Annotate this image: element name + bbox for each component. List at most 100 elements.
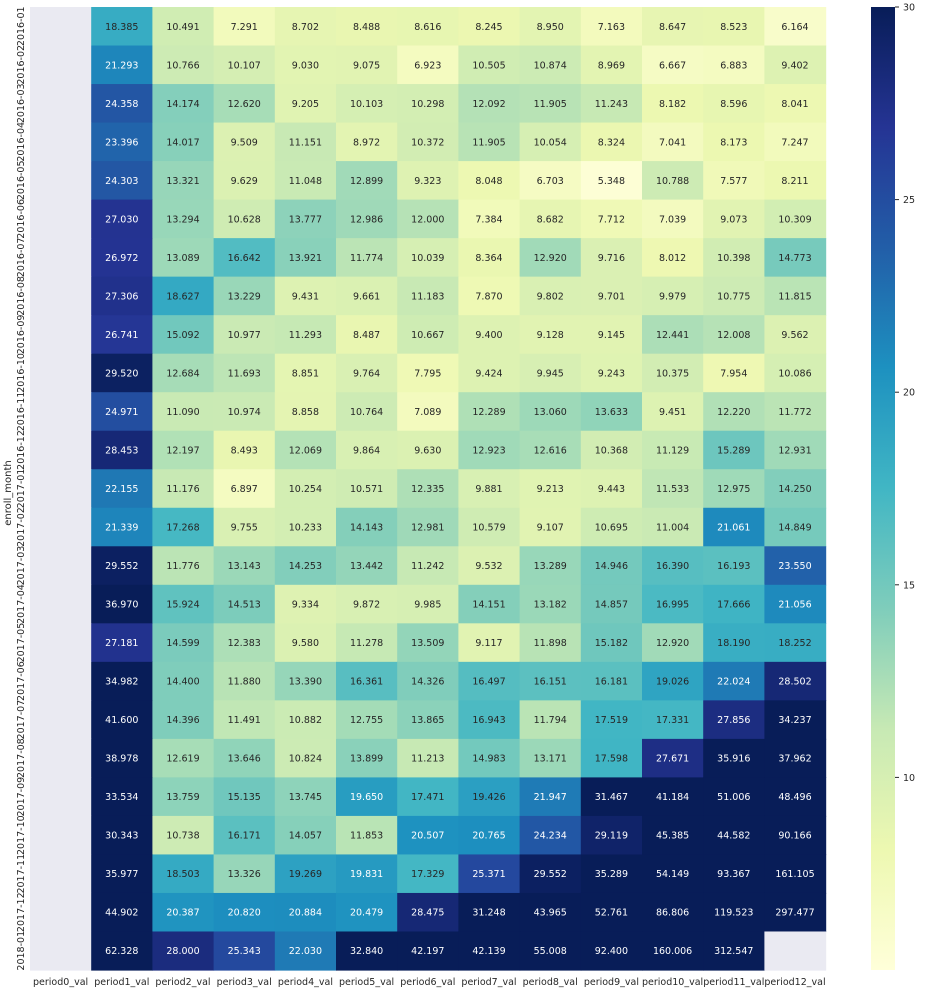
heatmap-cell xyxy=(274,315,337,355)
cell-value-label: 10.579 xyxy=(472,523,505,534)
heatmap-cell xyxy=(519,45,582,85)
heatmap-cell xyxy=(642,507,704,547)
heatmap-cell-missing xyxy=(764,931,827,971)
heatmap-cell xyxy=(397,84,459,124)
cell-value-label: 9.945 xyxy=(537,368,564,379)
heatmap-cell xyxy=(458,122,521,162)
heatmap-cell xyxy=(519,507,582,547)
y-tick-label: 2017-10 xyxy=(16,815,27,855)
heatmap-cell xyxy=(764,161,827,201)
heatmap-cell xyxy=(213,700,276,740)
heatmap-cell xyxy=(703,623,765,663)
heatmap-cell xyxy=(519,7,582,47)
heatmap-cell xyxy=(642,392,704,432)
cell-value-label: 13.509 xyxy=(411,638,444,649)
cell-value-label: 20.479 xyxy=(350,908,383,919)
cell-value-label: 24.303 xyxy=(105,176,138,187)
cell-value-label: 12.220 xyxy=(717,407,750,418)
cell-value-label: 8.182 xyxy=(659,99,686,110)
cell-value-label: 13.759 xyxy=(166,792,199,803)
heatmap-cell xyxy=(642,315,704,355)
cell-value-label: 11.774 xyxy=(350,253,383,264)
heatmap-cell xyxy=(397,892,459,933)
y-tick-label: 2017-08 xyxy=(16,738,27,778)
heatmap-cell xyxy=(642,815,704,856)
heatmap-cell xyxy=(397,623,459,663)
heatmap-cell xyxy=(336,815,398,856)
cell-value-label: 11.815 xyxy=(778,291,811,302)
heatmap-cell xyxy=(764,199,827,239)
cell-value-label: 9.701 xyxy=(598,291,625,302)
cell-value-label: 17.519 xyxy=(595,715,628,726)
heatmap-cell xyxy=(336,161,398,201)
heatmap-cell xyxy=(519,353,582,393)
heatmap-cell xyxy=(580,854,643,894)
cell-value-label: 119.523 xyxy=(714,908,753,919)
cell-value-label: 7.247 xyxy=(781,137,808,148)
heatmap-cell xyxy=(703,661,765,701)
y-tick-label: 2017-06 xyxy=(16,661,27,701)
cell-value-label: 14.250 xyxy=(778,484,811,495)
heatmap-cell xyxy=(213,122,276,162)
heatmap-cell xyxy=(336,777,398,817)
heatmap-cell xyxy=(152,777,215,817)
heatmap-cell xyxy=(703,161,765,201)
heatmap-cell xyxy=(336,430,398,470)
cell-value-label: 42.197 xyxy=(411,946,444,957)
cell-value-label: 11.693 xyxy=(228,368,261,379)
heatmap-cell xyxy=(274,854,337,894)
colorbar-tick-label: 15 xyxy=(903,580,915,591)
heatmap-cell xyxy=(397,315,459,355)
cell-value-label: 8.173 xyxy=(720,137,747,148)
heatmap-cell xyxy=(519,931,582,971)
cell-value-labels: 18.385 10.491 7.291 8.702 8.488 8.616 8.245 8.9… xyxy=(105,22,814,957)
cell-value-label: 34.982 xyxy=(105,677,138,688)
heatmap-cell xyxy=(519,892,582,933)
heatmap-cell xyxy=(764,546,827,586)
heatmap-cell xyxy=(642,931,704,971)
heatmap-cell xyxy=(336,353,398,393)
heatmap-cell xyxy=(91,546,153,586)
cell-value-label: 10.233 xyxy=(289,523,322,534)
cell-value-label: 10.824 xyxy=(289,754,322,765)
cell-value-label: 14.849 xyxy=(778,523,811,534)
cell-value-label: 16.193 xyxy=(717,561,750,572)
cell-value-label: 26.741 xyxy=(105,330,138,341)
heatmap-cell xyxy=(336,45,398,85)
cell-value-label: 28.475 xyxy=(411,908,444,919)
heatmap-cell xyxy=(764,892,827,933)
heatmap-cell xyxy=(458,315,521,355)
heatmap-cell xyxy=(152,430,215,470)
cell-value-label: 9.451 xyxy=(659,407,686,418)
heatmap-cell xyxy=(152,392,215,432)
cell-value-label: 42.139 xyxy=(472,946,505,957)
heatmap-cell xyxy=(213,276,276,316)
heatmap-cell xyxy=(397,700,459,740)
cell-value-label: 11.278 xyxy=(350,638,383,649)
heatmap-cell xyxy=(458,45,521,85)
heatmap-cell xyxy=(274,815,337,856)
cell-value-label: 13.289 xyxy=(534,561,567,572)
cell-value-label: 6.897 xyxy=(231,484,258,495)
cell-value-label: 9.145 xyxy=(598,330,625,341)
heatmap-cell xyxy=(91,815,153,856)
cell-value-label: 19.650 xyxy=(350,792,383,803)
cell-value-label: 13.777 xyxy=(289,214,322,225)
cell-value-label: 33.534 xyxy=(105,792,138,803)
cell-value-label: 8.523 xyxy=(720,22,747,33)
heatmap-cell xyxy=(764,7,827,47)
heatmap-cell xyxy=(642,584,704,624)
heatmap-cell xyxy=(91,276,153,316)
heatmap-cell xyxy=(152,122,215,162)
heatmap-cell xyxy=(703,854,765,894)
heatmap-cell xyxy=(152,84,215,124)
cell-value-label: 10.086 xyxy=(778,368,811,379)
heatmap-cell xyxy=(91,122,153,162)
cell-value-label: 8.972 xyxy=(353,137,380,148)
cell-value-label: 12.755 xyxy=(350,715,383,726)
heatmap-cell xyxy=(274,892,337,933)
heatmap-cell xyxy=(703,430,765,470)
heatmap-cell xyxy=(764,392,827,432)
y-tick-label: 2016-03 xyxy=(16,83,27,123)
x-tick-label: period9_val xyxy=(584,977,639,988)
